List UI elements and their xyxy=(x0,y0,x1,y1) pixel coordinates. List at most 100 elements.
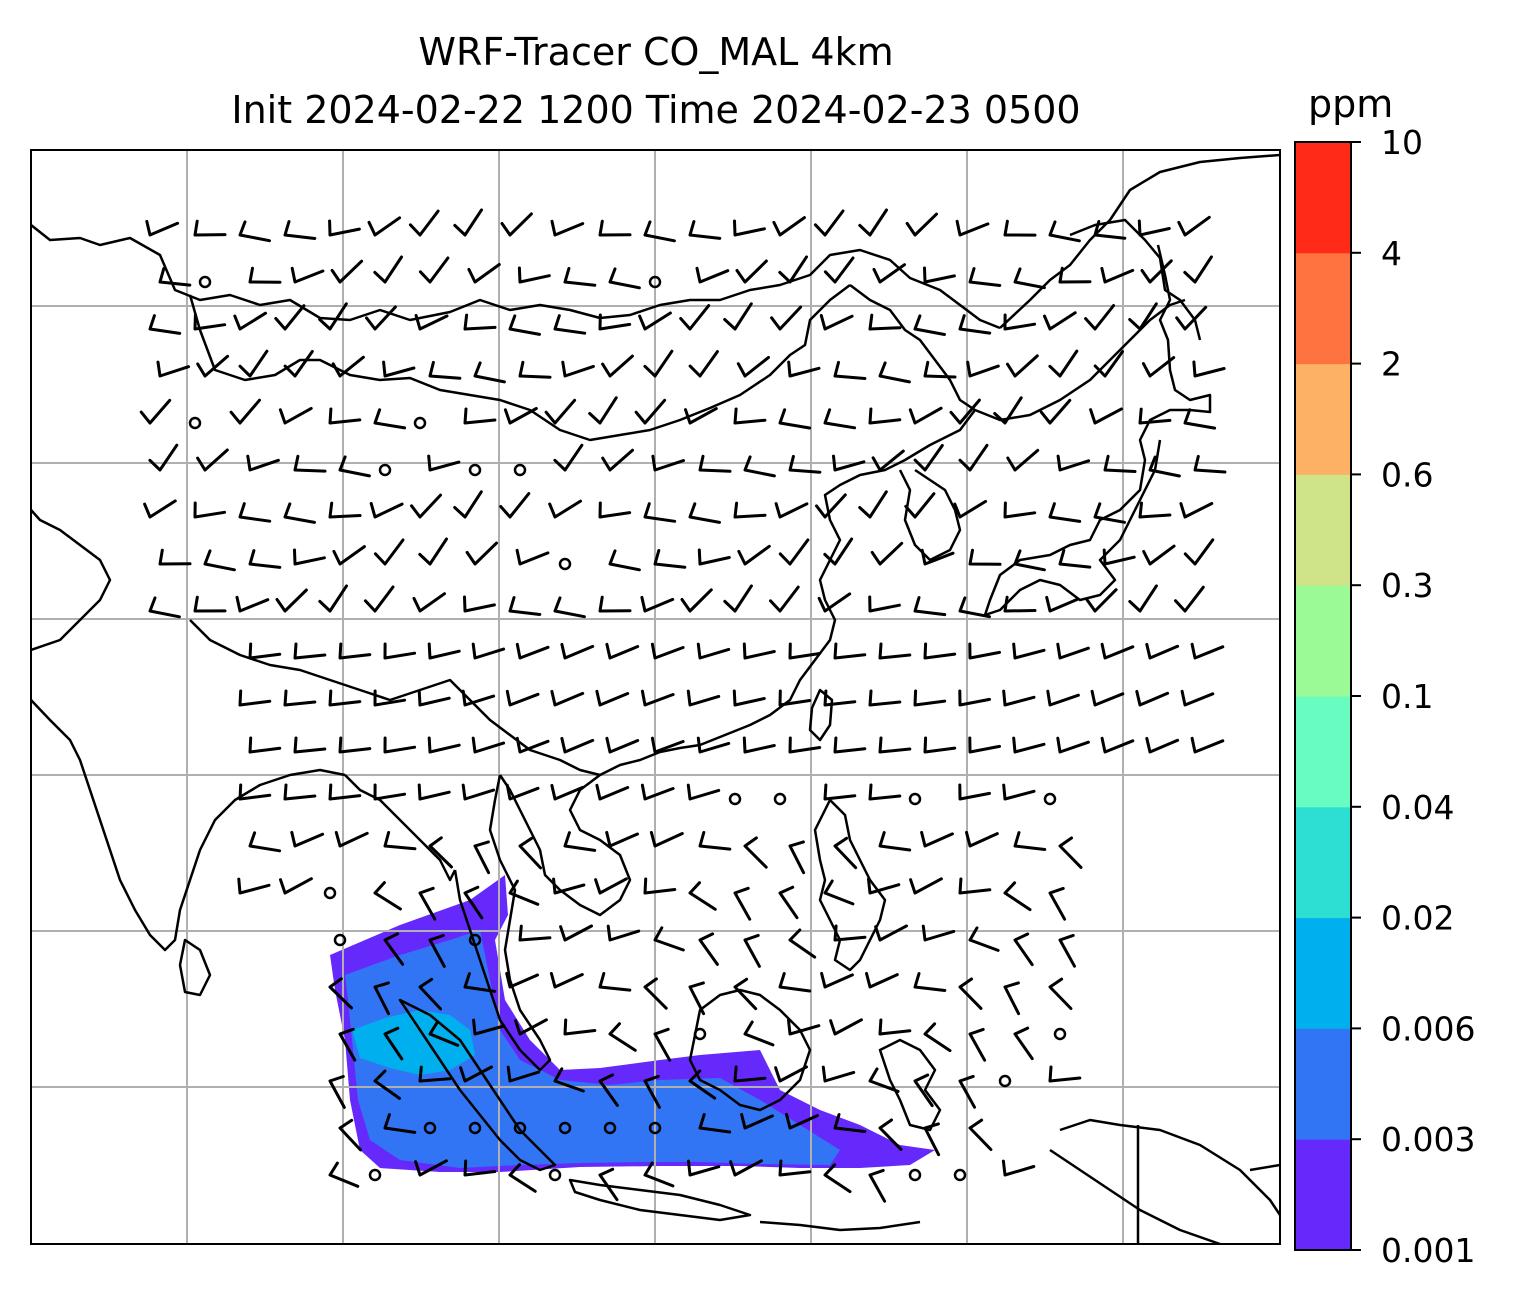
wind-barb xyxy=(823,256,855,284)
wind-barb xyxy=(563,1018,597,1036)
wind-barb xyxy=(1093,350,1124,378)
wind-barb xyxy=(640,783,675,801)
wind-barb xyxy=(723,584,753,613)
wind-barb xyxy=(688,1069,717,1100)
wind-barb xyxy=(968,926,1000,952)
calm-marker xyxy=(728,792,742,806)
wind-barb xyxy=(1058,836,1083,869)
wind-barb xyxy=(428,1020,460,1047)
wind-barb xyxy=(823,1163,852,1194)
wind-barb xyxy=(598,313,632,331)
wind-barb xyxy=(1177,215,1211,237)
wind-barb xyxy=(858,490,888,519)
wind-barb xyxy=(608,1022,637,1052)
colorbar-segment xyxy=(1295,696,1351,808)
wind-barb xyxy=(904,492,936,519)
wind-barb xyxy=(605,736,640,754)
wind-barb xyxy=(1100,266,1135,284)
wind-barb xyxy=(418,256,450,284)
wind-barb xyxy=(473,361,506,384)
wind-barb xyxy=(148,443,179,472)
wind-barb xyxy=(1100,736,1135,754)
wind-barb xyxy=(1128,584,1158,613)
wind-barb xyxy=(770,305,803,331)
wind-barb xyxy=(638,311,672,331)
wind-barb xyxy=(868,689,902,707)
wind-barb xyxy=(427,454,461,472)
colorbar-segment xyxy=(1295,363,1351,475)
wind-barb xyxy=(328,501,362,519)
wind-barb xyxy=(1145,736,1180,754)
wind-barb xyxy=(463,313,497,331)
wind-barb xyxy=(515,642,550,660)
wind-barb xyxy=(598,972,632,992)
wind-barb xyxy=(1148,455,1181,478)
wind-barb xyxy=(601,354,634,378)
wind-barb xyxy=(643,220,676,243)
colorbar-segments xyxy=(1295,142,1351,1251)
wind-barb xyxy=(1183,255,1213,284)
wind-barb xyxy=(643,502,677,523)
wind-barb xyxy=(418,977,442,1011)
wind-barb xyxy=(921,924,956,942)
wind-barb xyxy=(1192,360,1226,378)
wind-barb xyxy=(874,924,908,942)
wind-barb xyxy=(634,398,667,425)
wind-barb xyxy=(283,350,314,378)
wind-barb xyxy=(1128,302,1158,331)
wind-barb xyxy=(788,736,822,754)
wind-barb xyxy=(1045,595,1080,613)
wind-barbs xyxy=(139,208,1227,1203)
wind-barb xyxy=(878,1118,903,1151)
wind-barb xyxy=(196,354,230,378)
wind-barb xyxy=(785,1112,819,1130)
wind-barb xyxy=(338,736,372,754)
wind-barb xyxy=(553,596,586,619)
wind-barb xyxy=(878,642,912,660)
wind-barb xyxy=(373,408,407,430)
wind-barb xyxy=(248,549,282,569)
wind-barb xyxy=(1048,349,1079,378)
wind-barb xyxy=(383,1026,404,1061)
wind-barb xyxy=(505,971,539,989)
wind-barb xyxy=(742,642,776,660)
wind-barb xyxy=(788,840,806,875)
wind-barb xyxy=(553,314,587,335)
wind-barb xyxy=(1006,354,1039,378)
wind-barb xyxy=(193,313,227,331)
wind-barb xyxy=(463,407,497,425)
calm-marker xyxy=(603,1121,617,1135)
calm-marker xyxy=(423,1121,437,1135)
wind-barb xyxy=(651,454,685,472)
wind-barb xyxy=(248,831,282,853)
wind-barb xyxy=(373,1069,401,1100)
wind-barb xyxy=(518,924,552,942)
wind-barb xyxy=(696,642,731,660)
wind-barb xyxy=(238,502,272,523)
wind-barb xyxy=(598,501,632,519)
wind-barb xyxy=(735,259,768,284)
colorbar-segment xyxy=(1295,806,1351,919)
wind-barb xyxy=(640,595,675,613)
wind-barb xyxy=(698,454,732,473)
wind-barb xyxy=(414,1159,448,1177)
wind-barb xyxy=(453,490,483,519)
wind-barb xyxy=(1048,977,1073,1010)
wind-barb xyxy=(968,267,1002,287)
wind-barb xyxy=(1003,501,1037,519)
calm-marker xyxy=(998,1074,1012,1088)
wind-barb xyxy=(772,216,806,237)
wind-barb xyxy=(697,548,731,566)
colorbar-tick-label: 0.3 xyxy=(1381,566,1433,605)
colorbar-segment xyxy=(1295,1028,1351,1140)
wind-barb xyxy=(820,971,854,989)
wind-barb xyxy=(1174,585,1205,613)
wind-barb xyxy=(958,877,992,895)
wind-barb xyxy=(275,588,308,613)
wind-barb xyxy=(920,548,955,566)
wind-barb xyxy=(968,642,1001,660)
calm-marker xyxy=(908,1168,922,1182)
wind-barb xyxy=(461,783,496,801)
wind-barb xyxy=(559,924,593,942)
